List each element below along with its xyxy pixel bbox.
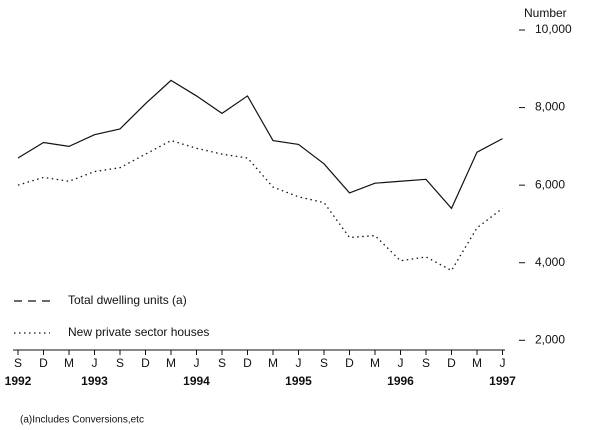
x-tick-label: M [166,356,176,370]
x-tick-label: J [398,356,404,370]
x-tick-label: S [116,356,124,370]
x-year-label: 1993 [81,374,108,388]
x-tick-label: J [500,356,506,370]
x-tick-label: D [345,356,354,370]
y-tick-label: 10,000 [535,22,572,36]
x-tick-label: S [14,356,22,370]
x-tick-label: J [194,356,200,370]
x-tick-label: M [64,356,74,370]
legend-label: New private sector houses [68,325,209,339]
y-tick-label: 4,000 [535,255,565,269]
y-axis-label: Number [524,6,567,20]
x-tick-label: J [92,356,98,370]
x-tick-label: M [472,356,482,370]
line-series [17,139,503,272]
line-series [17,79,503,210]
x-tick-label: D [141,356,150,370]
x-year-label: 1997 [489,374,516,388]
x-tick-label: D [447,356,456,370]
x-tick-label: M [370,356,380,370]
x-year-label: 1995 [285,374,312,388]
x-year-label: 1996 [387,374,414,388]
x-year-label: 1994 [183,374,210,388]
x-tick-label: D [243,356,252,370]
y-tick-label: 6,000 [535,177,565,191]
footnote: (a)Includes Conversions,etc [20,415,144,426]
y-tick-label: 8,000 [535,100,565,114]
x-tick-label: S [320,356,328,370]
x-tick-label: M [268,356,278,370]
x-tick-label: D [39,356,48,370]
legend-label: Total dwelling units (a) [68,293,187,307]
x-tick-label: S [422,356,430,370]
x-tick-label: S [218,356,226,370]
y-tick-label: 2,000 [535,332,565,346]
x-tick-label: J [296,356,302,370]
x-year-label: 1992 [5,374,32,388]
